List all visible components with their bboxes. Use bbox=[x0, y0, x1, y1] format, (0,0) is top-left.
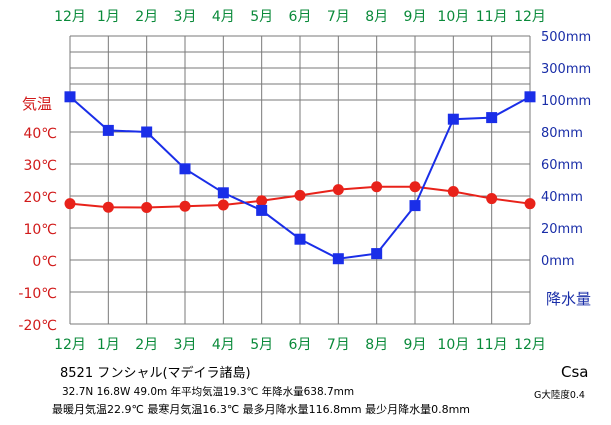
precipitation-tick-label: 20mm bbox=[541, 222, 583, 237]
month-label-bottom: 7月 bbox=[327, 337, 350, 353]
temperature-point bbox=[371, 181, 383, 193]
station-details-line-2: 最暖月気温22.9℃ 最寒月気温16.3℃ 最多月降水量116.8mm 最少月降… bbox=[52, 403, 471, 416]
month-label-top: 1月 bbox=[97, 9, 120, 25]
precipitation-tick-label: 0mm bbox=[541, 254, 575, 269]
month-label-top: 4月 bbox=[212, 9, 235, 25]
precipitation-axis-title: 降水量 bbox=[546, 290, 591, 308]
station-details-line-1: 32.7N 16.8W 49.0m 年平均気温19.3℃ 年降水量638.7mm bbox=[62, 386, 355, 398]
month-label-top: 11月 bbox=[476, 9, 508, 25]
precipitation-tick-label: 60mm bbox=[541, 158, 583, 173]
precipitation-tick-label: 40mm bbox=[541, 190, 583, 205]
precipitation-point bbox=[64, 91, 76, 103]
precipitation-point bbox=[256, 204, 268, 216]
precipitation-point bbox=[332, 253, 344, 265]
month-label-top: 7月 bbox=[327, 9, 350, 25]
month-label-bottom: 8月 bbox=[365, 337, 388, 353]
month-label-bottom: 5月 bbox=[250, 337, 273, 353]
temperature-tick-label: -10℃ bbox=[18, 286, 57, 302]
month-label-top: 2月 bbox=[135, 9, 158, 25]
month-label-bottom: 9月 bbox=[404, 337, 427, 353]
data-series bbox=[64, 91, 536, 265]
precipitation-tick-label: 80mm bbox=[541, 126, 583, 141]
month-label-bottom: 10月 bbox=[437, 337, 469, 353]
precipitation-point bbox=[371, 248, 383, 260]
grid-lines bbox=[69, 35, 531, 325]
precipitation-tick-label: 100mm bbox=[541, 94, 591, 109]
temperature-point bbox=[102, 201, 114, 213]
temperature-point bbox=[256, 195, 268, 207]
temperature-point bbox=[179, 200, 191, 212]
station-name: 8521 フンシャル(マデイラ諸島) bbox=[60, 366, 251, 381]
month-label-bottom: 1月 bbox=[97, 337, 120, 353]
month-label-top: 12月 bbox=[514, 9, 546, 25]
precipitation-point bbox=[141, 126, 153, 138]
precipitation-tick-label: 300mm bbox=[541, 62, 591, 77]
month-labels: 12月 1月 2月 3月 4月 5月 6月 7月 8月 9月 10月 11月 12月 12月 1月 2月 3月 4… bbox=[54, 9, 546, 353]
month-label-bottom: 3月 bbox=[174, 337, 197, 353]
temperature-tick-label: -20℃ bbox=[18, 318, 57, 334]
month-label-top: 3月 bbox=[174, 9, 197, 25]
month-label-top: 10月 bbox=[437, 9, 469, 25]
month-label-top: 6月 bbox=[289, 9, 312, 25]
precipitation-point bbox=[102, 124, 114, 136]
month-label-top: 8月 bbox=[365, 9, 388, 25]
temperature-point bbox=[409, 181, 421, 193]
temperature-point bbox=[294, 189, 306, 201]
temperature-axis-title: 気温 bbox=[22, 95, 52, 113]
temperature-tick-label: 40℃ bbox=[23, 126, 57, 142]
month-label-bottom: 2月 bbox=[135, 337, 158, 353]
axis-labels: 気温 40℃ 30℃ 20℃ 10℃ 0℃ -10℃ -20℃ 500mm 300mm 100mm 8… bbox=[18, 30, 591, 334]
temperature-tick-label: 10℃ bbox=[23, 222, 57, 238]
temperature-tick-label: 30℃ bbox=[23, 158, 57, 174]
precipitation-point bbox=[524, 91, 536, 103]
temperature-tick-label: 20℃ bbox=[23, 190, 57, 206]
precipitation-point bbox=[486, 112, 498, 124]
precipitation-tick-label: 500mm bbox=[541, 30, 591, 45]
month-label-bottom: 11月 bbox=[476, 337, 508, 353]
month-label-top: 5月 bbox=[250, 9, 273, 25]
precipitation-point bbox=[294, 233, 306, 245]
temperature-point bbox=[486, 193, 498, 205]
climate-classification: Csa bbox=[561, 363, 589, 381]
temperature-tick-label: 0℃ bbox=[32, 254, 57, 270]
month-label-top: 12月 bbox=[54, 9, 86, 25]
month-label-bottom: 12月 bbox=[514, 337, 546, 353]
temperature-point bbox=[64, 198, 76, 210]
temperature-point bbox=[524, 198, 536, 210]
continentality-index: G大陸度0.4 bbox=[534, 390, 585, 401]
precipitation-point bbox=[179, 163, 191, 175]
month-label-bottom: 4月 bbox=[212, 337, 235, 353]
month-label-top: 9月 bbox=[404, 9, 427, 25]
month-label-bottom: 12月 bbox=[54, 337, 86, 353]
temperature-point bbox=[141, 202, 153, 214]
precipitation-point bbox=[447, 113, 459, 125]
month-label-bottom: 6月 bbox=[289, 337, 312, 353]
temperature-point bbox=[447, 186, 459, 198]
temperature-point bbox=[332, 184, 344, 196]
precipitation-point bbox=[409, 200, 421, 212]
temperature-point bbox=[217, 199, 229, 211]
precipitation-point bbox=[217, 187, 229, 199]
